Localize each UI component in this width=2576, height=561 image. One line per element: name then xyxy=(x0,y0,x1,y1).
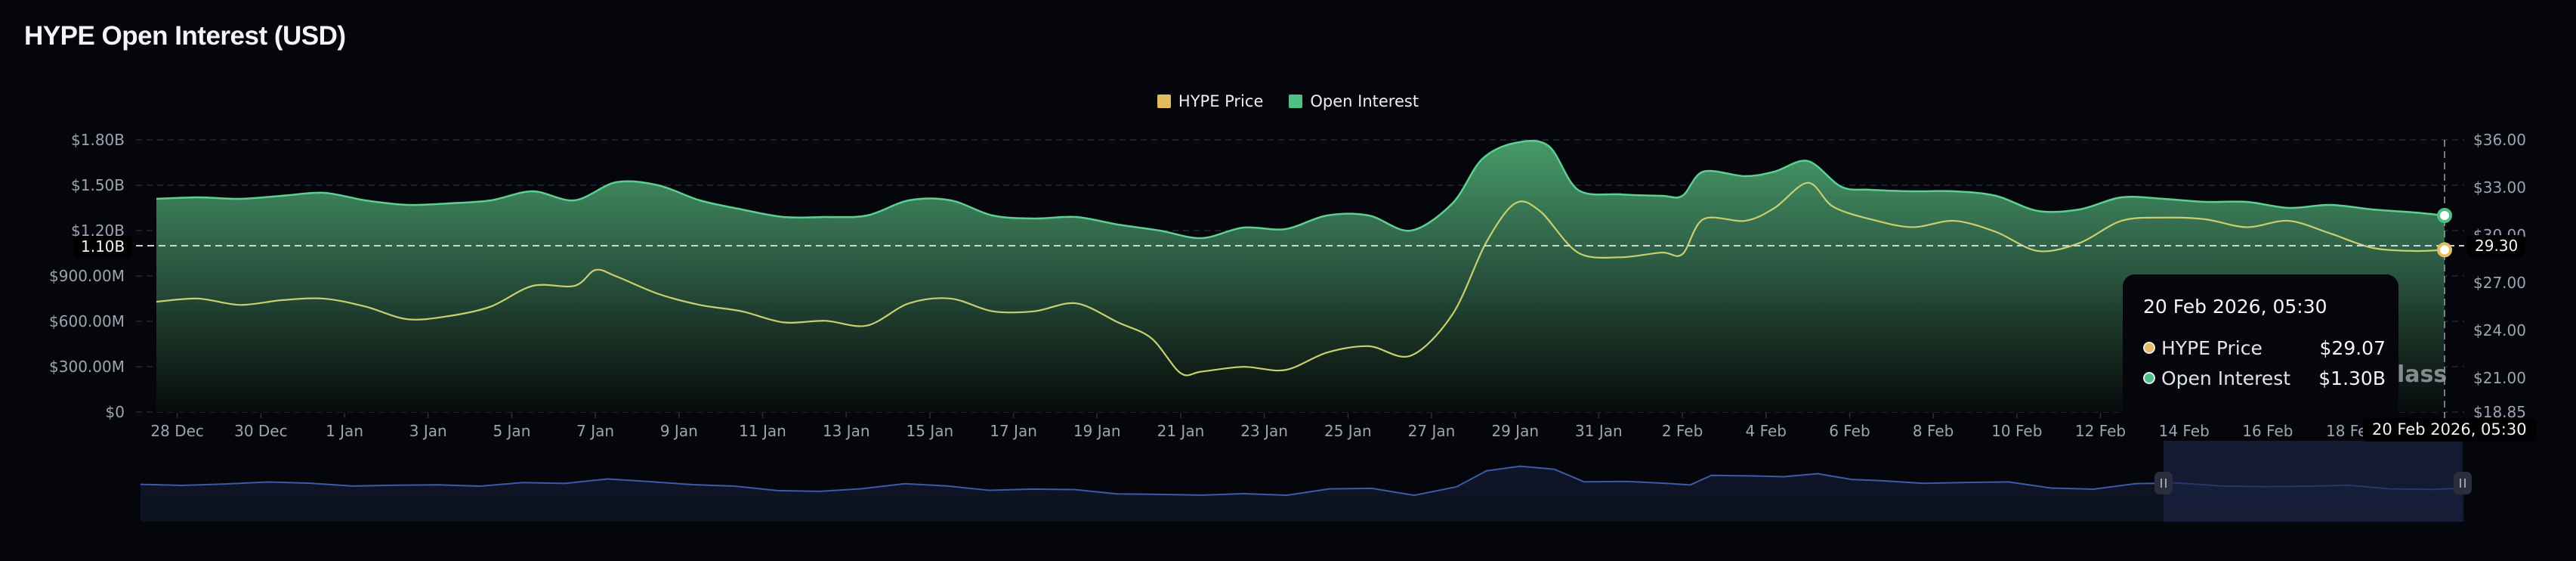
navigator-right-handle[interactable] xyxy=(2454,472,2472,494)
crosshair xyxy=(136,140,2464,418)
right-axis-tick-label: $36.00 xyxy=(2473,131,2526,149)
tooltip-row-hype-price: HYPE Price $29.07 xyxy=(2143,333,2398,363)
x-axis-tick-label: 8 Feb xyxy=(1913,422,1954,440)
x-axis-tick-label: 30 Dec xyxy=(234,422,288,440)
navigator[interactable] xyxy=(140,441,2465,522)
tooltip-label-hype-price: HYPE Price xyxy=(2161,336,2262,359)
tooltip-dot-open-interest xyxy=(2143,372,2155,384)
legend-label-hype-price: HYPE Price xyxy=(1178,92,1264,110)
tooltip-value-hype-price: $29.07 xyxy=(2319,336,2386,359)
right-axis-tick-label: $24.00 xyxy=(2473,321,2526,339)
tooltip: 20 Feb 2026, 05:30 HYPE Price $29.07 Ope… xyxy=(2123,274,2398,418)
hover-markers xyxy=(2437,208,2452,258)
tooltip-dot-hype-price xyxy=(2143,342,2155,354)
right-axis: $18.85$21.00$24.00$27.00$30.00$33.00$36.… xyxy=(2473,131,2526,421)
crosshair-right-value: 29.30 xyxy=(2467,235,2526,256)
x-axis-tick-label: 14 Feb xyxy=(2159,422,2210,440)
open-interest-area xyxy=(156,141,2445,412)
x-axis-tick-label: 12 Feb xyxy=(2075,422,2126,440)
legend: HYPE Price Open Interest xyxy=(0,92,2576,110)
left-axis-tick-label: $0 xyxy=(106,403,125,421)
x-axis-tick-label: 28 Dec xyxy=(150,422,204,440)
crosshair-left-value: 1.10B xyxy=(73,236,133,257)
x-axis-tick-label: 19 Jan xyxy=(1073,422,1121,440)
crosshair-date-label: 20 Feb 2026, 05:30 xyxy=(2363,418,2536,442)
x-axis-tick-label: 31 Jan xyxy=(1575,422,1623,440)
navigator-selection xyxy=(2164,441,2463,522)
x-axis-tick-label: 29 Jan xyxy=(1491,422,1539,440)
navigator-line xyxy=(140,465,2465,497)
watermark: lass xyxy=(2397,361,2448,388)
open-interest-line xyxy=(156,139,2445,240)
legend-swatch-hype-price xyxy=(1157,95,1171,108)
left-axis-tick-label: $300.00M xyxy=(49,358,125,376)
x-axis-tick-label: 4 Feb xyxy=(1746,422,1787,440)
x-axis-tick-label: 25 Jan xyxy=(1324,422,1372,440)
hype-price-line xyxy=(156,181,2445,377)
x-axis-tick-label: 15 Jan xyxy=(907,422,954,440)
tooltip-label-open-interest: Open Interest xyxy=(2161,367,2291,389)
tooltip-row-open-interest: Open Interest $1.30B xyxy=(2143,363,2398,393)
x-axis-tick-label: 9 Jan xyxy=(660,422,698,440)
tooltip-value-open-interest: $1.30B xyxy=(2318,367,2386,389)
chart-title: HYPE Open Interest (USD) xyxy=(24,21,346,51)
x-axis-tick-label: 5 Jan xyxy=(493,422,530,440)
open-interest-area-layer xyxy=(156,139,2445,412)
x-axis: 28 Dec 30 Dec 1 Jan 3 Jan 5 Jan 7 Jan 9 Jan 11 … xyxy=(150,413,2377,440)
x-axis-tick-label: 3 Jan xyxy=(409,422,447,440)
x-axis-tick-label: 2 Feb xyxy=(1662,422,1703,440)
left-axis-tick-label: $600.00M xyxy=(49,312,125,330)
left-axis: $0$300.00M$600.00M$900.00M$1.20B$1.50B$1… xyxy=(49,131,125,421)
navigator-left-handle[interactable] xyxy=(2154,472,2173,494)
x-axis-tick-label: 10 Feb xyxy=(1991,422,2042,440)
open-interest-hover-marker xyxy=(2437,208,2452,223)
right-axis-tick-label: $21.00 xyxy=(2473,369,2526,387)
tooltip-date: 20 Feb 2026, 05:30 xyxy=(2143,296,2327,318)
x-axis-tick-label: 1 Jan xyxy=(326,422,363,440)
legend-label-open-interest: Open Interest xyxy=(1310,92,1419,110)
legend-item-hype-price[interactable]: HYPE Price xyxy=(1157,92,1263,110)
x-axis-tick-label: 13 Jan xyxy=(823,422,870,440)
left-axis-tick-label: $1.80B xyxy=(71,131,125,149)
hype-price-hover-marker xyxy=(2437,242,2452,258)
x-axis-tick-label: 7 Jan xyxy=(576,422,614,440)
x-axis-tick-label: 21 Jan xyxy=(1157,422,1205,440)
right-axis-tick-label: $33.00 xyxy=(2473,178,2526,197)
x-axis-tick-label: 16 Feb xyxy=(2242,422,2293,440)
left-axis-tick-label: $1.50B xyxy=(71,176,125,194)
navigator-area xyxy=(141,466,2464,522)
x-axis-tick-label: 23 Jan xyxy=(1240,422,1288,440)
x-axis-tick-label: 11 Jan xyxy=(739,422,786,440)
legend-swatch-open-interest xyxy=(1289,95,1303,108)
x-axis-tick-label: 6 Feb xyxy=(1829,422,1870,440)
right-axis-tick-label: $27.00 xyxy=(2473,274,2526,292)
x-axis-tick-label: 27 Jan xyxy=(1408,422,1456,440)
left-axis-tick-label: $900.00M xyxy=(49,267,125,285)
x-axis-tick-label: 17 Jan xyxy=(990,422,1037,440)
price-line-layer xyxy=(156,181,2445,377)
legend-item-open-interest[interactable]: Open Interest xyxy=(1289,92,1419,110)
